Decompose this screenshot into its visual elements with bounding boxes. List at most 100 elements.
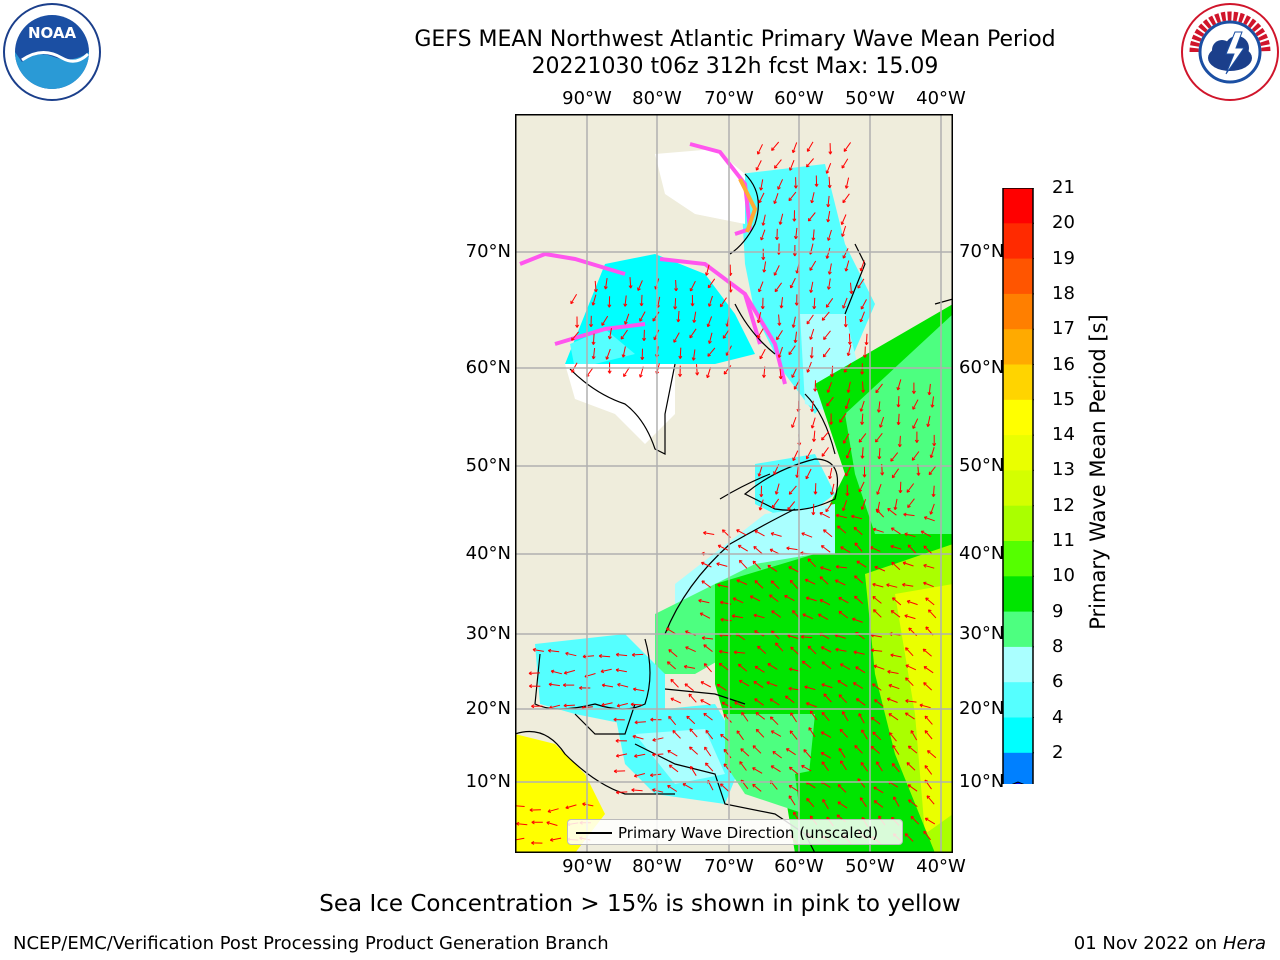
wave-arrow-head: [842, 255, 847, 259]
wave-arrow: [550, 837, 562, 841]
wave-arrow: [875, 508, 885, 518]
wave-arrow-head: [666, 627, 670, 632]
lon-label-top: 90°W: [562, 88, 612, 109]
wave-arrow: [632, 653, 644, 656]
wave-arrow: [812, 229, 815, 241]
wave-arrow: [703, 644, 713, 652]
wave-arrow-head: [718, 662, 723, 667]
wave-arrow: [872, 731, 882, 741]
wave-arrow-head: [860, 421, 865, 425]
wave-arrow-head: [857, 778, 861, 782]
wave-arrow: [907, 498, 915, 508]
wave-arrow: [855, 666, 866, 674]
wave-arrow-head: [607, 370, 612, 374]
wave-arrow: [771, 610, 781, 618]
wave-arrow-head: [717, 583, 721, 588]
wave-arrow: [792, 450, 799, 461]
wave-arrow: [762, 214, 766, 226]
wave-arrow: [788, 687, 800, 691]
wave-arrow: [842, 193, 850, 203]
wave-arrow-head: [859, 267, 864, 272]
colorbar-segment: [1003, 717, 1033, 754]
wave-arrow-head: [685, 646, 689, 650]
wave-arrow-head: [870, 717, 875, 721]
lat-label-left: 40°N: [465, 543, 511, 564]
wave-arrow-head: [640, 356, 645, 360]
wave-arrow-head: [741, 711, 745, 716]
wave-arrow-head: [723, 763, 728, 767]
wave-arrow: [837, 525, 847, 534]
wave-arrow: [907, 784, 918, 792]
wave-arrow-head: [700, 699, 704, 703]
wave-arrow-head: [793, 185, 798, 189]
wave-arrow-head: [790, 712, 794, 716]
wave-arrow: [721, 701, 732, 709]
wave-arrow: [702, 637, 714, 640]
wave-arrow-head: [631, 788, 635, 793]
wave-arrow-head: [752, 745, 757, 749]
wave-arrow: [872, 583, 884, 588]
wave-arrow: [924, 516, 935, 522]
wave-arrow-head: [531, 820, 535, 825]
wave-arrow-head: [870, 745, 875, 750]
wave-arrow: [923, 682, 933, 691]
wave-arrow: [850, 282, 852, 294]
wave-arrow: [755, 728, 765, 738]
colorbar-segment: [1003, 576, 1033, 613]
wave-arrow-head: [928, 471, 933, 476]
wave-arrow-head: [845, 492, 850, 496]
wave-arrow-head: [890, 527, 895, 531]
wave-arrow: [837, 784, 847, 793]
wave-arrow: [630, 703, 643, 706]
wave-arrow-head: [716, 562, 720, 567]
wave-arrow-head: [758, 507, 763, 511]
wave-arrow: [873, 786, 884, 794]
wave-arrow-head: [826, 203, 831, 208]
wave-arrow-head: [826, 389, 831, 393]
wave-arrow-head: [873, 664, 877, 669]
wave-arrow-head: [633, 773, 638, 778]
wave-arrow-head: [857, 285, 861, 289]
wave-arrow-head: [788, 667, 793, 672]
wave-arrow-head: [821, 683, 825, 687]
wave-arrow-head: [822, 353, 827, 358]
wave-arrow-head: [827, 237, 831, 241]
wave-arrow-head: [905, 677, 909, 681]
wave-arrow: [806, 597, 817, 602]
wave-arrow: [673, 332, 680, 343]
wave-arrow: [861, 499, 867, 510]
wave-arrow-head: [911, 390, 916, 394]
wave-arrow: [806, 141, 814, 152]
wave-arrow: [890, 545, 902, 550]
wave-arrow: [861, 413, 864, 425]
wave-arrow: [719, 297, 727, 308]
wave-arrow-head: [907, 784, 912, 788]
wave-arrow: [700, 699, 711, 706]
wave-arrow-head: [754, 630, 758, 634]
wave-arrow: [786, 748, 796, 756]
lon-label-bottom: 70°W: [704, 856, 754, 877]
hudson-land-white: [565, 364, 675, 444]
wave-arrow-head: [859, 408, 864, 412]
wave-arrow: [720, 783, 729, 792]
wave-arrow-head: [828, 151, 833, 155]
wave-arrow-head: [788, 491, 793, 495]
wave-arrow-head: [838, 747, 843, 752]
wave-arrow-head: [734, 701, 738, 706]
wave-arrow: [891, 468, 900, 479]
wave-arrow: [631, 789, 643, 792]
wave-arrow-head: [706, 374, 710, 379]
wave-arrow: [754, 665, 765, 673]
wave-arrow: [547, 808, 559, 813]
wave-arrow-head: [531, 704, 535, 709]
wave-arrow-head: [819, 512, 823, 516]
wave-arrow: [888, 713, 899, 721]
wave-arrow: [826, 163, 832, 174]
wave-arrow: [930, 447, 935, 458]
wave-arrow-head: [809, 815, 814, 819]
wave-arrow: [754, 698, 764, 706]
wave-arrow-head: [904, 532, 908, 537]
wave-arrow-head: [774, 165, 778, 169]
wave-arrow: [708, 295, 713, 307]
wave-arrow: [616, 753, 628, 757]
